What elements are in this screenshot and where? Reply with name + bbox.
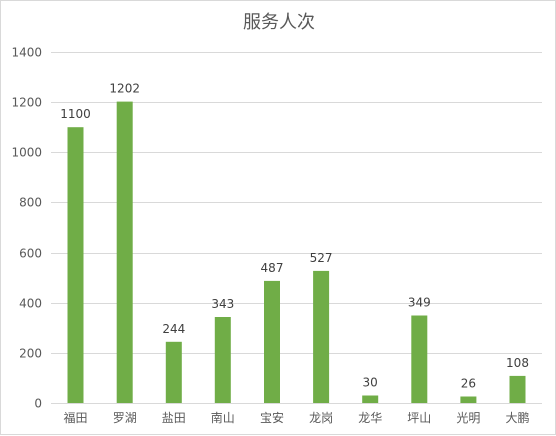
chart-title: 服务人次 [243,12,315,33]
data-labels: 1100 1202 244 343 487 527 30 349 26 108 [60,82,529,391]
data-label: 30 [363,376,378,390]
y-tick-label: 0 [34,397,42,411]
data-label: 527 [310,251,333,265]
bar [214,317,231,403]
y-tick-label: 1200 [11,96,42,110]
x-category-label: 宝安 [260,410,284,425]
y-tick-label: 1400 [11,46,42,60]
bar [67,127,84,403]
bar [460,396,477,403]
y-tick-label: 400 [19,297,42,311]
y-tick-label: 800 [19,196,42,210]
x-category-label: 光明 [456,411,480,425]
data-label: 487 [261,261,284,275]
y-axis-ticks: 0 200 400 600 800 1000 1200 1400 [11,46,42,411]
bar [509,375,526,403]
data-label: 349 [408,296,431,310]
x-category-label: 福田 [63,410,87,425]
bars [67,101,526,403]
x-category-label: 龙华 [358,411,382,425]
x-category-label: 坪山 [407,411,431,425]
data-label: 1100 [60,107,91,121]
x-category-label: 龙岗 [309,411,333,425]
data-label: 26 [461,377,476,391]
bar [362,395,379,403]
x-axis-categories: 福田 罗湖 盐田 南山 宝安 龙岗 龙华 坪山 光明 大鹏 [63,410,529,425]
gridlines [51,52,542,404]
y-tick-label: 600 [19,247,42,261]
bar [165,341,182,403]
x-category-label: 罗湖 [113,410,137,425]
x-category-label: 盐田 [162,411,186,425]
data-label: 1202 [109,82,140,96]
data-label: 244 [162,322,185,336]
bar [264,280,280,403]
bar [313,270,330,403]
x-category-label: 南山 [211,410,235,425]
bar [116,101,133,403]
data-label: 343 [211,297,234,311]
bar [411,315,428,403]
y-tick-label: 1000 [11,146,42,160]
y-tick-label: 200 [19,347,42,361]
data-label: 108 [506,356,529,370]
x-category-label: 大鹏 [505,411,529,425]
